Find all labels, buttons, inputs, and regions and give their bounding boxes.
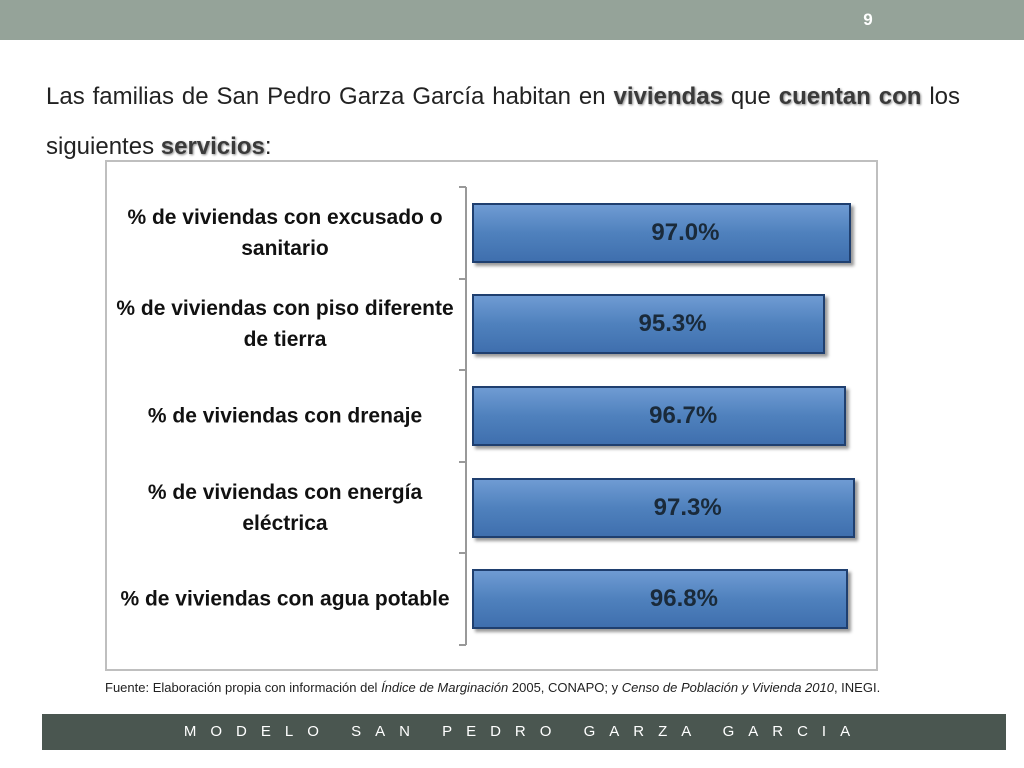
source-note: Fuente: Elaboración propia con informaci… <box>105 679 885 696</box>
category-label: % de viviendas con energía eléctrica <box>147 480 423 535</box>
value-label: 96.8% <box>649 585 718 613</box>
axis-tick <box>459 186 466 188</box>
bar <box>472 294 826 355</box>
axis-tick <box>459 644 466 646</box>
top-bar <box>0 0 1024 40</box>
category-label: % de viviendas con agua potable <box>120 587 450 611</box>
source-part: Censo de Población y Vivienda 2010 <box>621 680 834 695</box>
bar <box>472 477 856 538</box>
axis-line <box>465 187 467 645</box>
source-part: Fuente: Elaboración propia con informaci… <box>105 680 382 695</box>
source-part: 2005, CONAPO; y <box>508 680 622 695</box>
category-label: % de viviendas con drenaje <box>147 404 423 428</box>
bar <box>472 386 847 446</box>
value-label: 97.3% <box>653 493 722 521</box>
category-label: % de viviendas con piso diferente de tie… <box>116 297 454 352</box>
axis-tick <box>459 460 466 463</box>
heading-part: : <box>264 133 272 160</box>
source-part: Índice de Marginación <box>381 680 509 695</box>
source-part: , INEGI. <box>833 680 881 695</box>
bar <box>472 569 848 630</box>
axis-tick <box>459 552 466 555</box>
value-label: 95.3% <box>638 310 707 338</box>
value-label: 96.7% <box>649 402 718 429</box>
chart-frame <box>105 160 878 671</box>
heading-part: los siguientes <box>46 83 960 160</box>
value-label: 97.0% <box>651 218 720 246</box>
heading-part: Las familias de San Pedro Garza García h… <box>46 83 614 110</box>
heading-part: cuentan con <box>778 83 922 110</box>
heading-part: que <box>722 83 779 110</box>
category-label: % de viviendas con excusado o sanitario <box>127 205 443 260</box>
axis-tick <box>459 277 466 280</box>
heading: Las familias de San Pedro Garza García h… <box>46 72 960 172</box>
page-number: 9 <box>863 10 873 29</box>
heading-part: servicios <box>160 133 265 160</box>
footer: MODELO SAN PEDRO GARZA GARCIA <box>42 714 1006 750</box>
axis-tick <box>459 369 466 372</box>
heading-part: viviendas <box>613 83 723 110</box>
bar <box>472 202 851 263</box>
